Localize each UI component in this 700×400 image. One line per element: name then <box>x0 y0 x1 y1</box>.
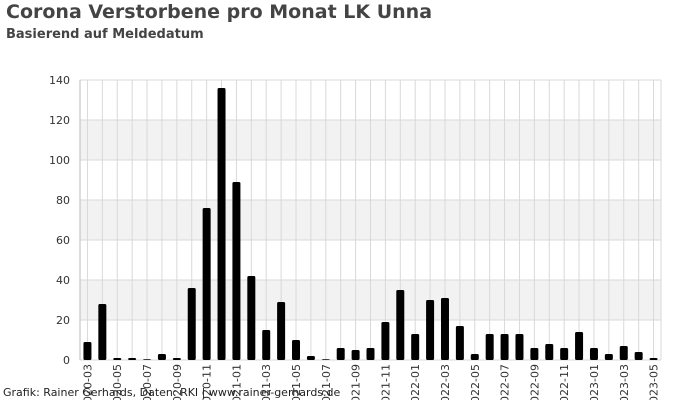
x-tick-label: 2021-09 <box>350 364 363 400</box>
bar-2021-08 <box>336 348 345 360</box>
x-tick-label: 2021-11 <box>379 364 392 400</box>
bar-2021-01 <box>232 182 241 360</box>
chart-title: Corona Verstorbene pro Monat LK Unna <box>6 1 433 23</box>
bar-2023-01 <box>589 348 598 360</box>
bar-2022-05 <box>470 354 479 360</box>
bar-2020-03 <box>83 342 92 360</box>
x-tick-label: 2022-05 <box>469 364 482 400</box>
bar-2021-07 <box>321 359 330 360</box>
source-credit: Grafik: Rainer Gerhards, Daten: RKI | ww… <box>3 386 341 399</box>
y-tick-label: 120 <box>49 114 70 127</box>
x-tick-label: 2021-05 <box>290 364 303 400</box>
x-tick-label: 2021-03 <box>260 364 273 400</box>
bar-2020-10 <box>187 288 196 360</box>
bar-2023-02 <box>604 354 613 360</box>
x-tick-label: 2022-07 <box>499 364 512 400</box>
x-tick-label: 2020-07 <box>141 364 154 400</box>
x-tick-label: 2022-11 <box>558 364 571 400</box>
bar-2020-11 <box>202 208 211 360</box>
x-tick-label: 2023-05 <box>648 364 661 400</box>
bar-2020-06 <box>128 358 137 360</box>
bar-2021-03 <box>262 330 271 360</box>
x-tick-label: 2022-01 <box>409 364 422 400</box>
x-tick-label: 2023-01 <box>588 364 601 400</box>
bar-2021-09 <box>351 350 360 360</box>
bar-2020-12 <box>217 88 226 360</box>
bar-2021-05 <box>292 340 301 360</box>
y-tick-label: 100 <box>49 154 70 167</box>
x-tick-label: 2022-03 <box>439 364 452 400</box>
x-tick-label: 2020-03 <box>81 364 94 400</box>
y-axis-ticks: 0 20 40 60 80 100 120 140 <box>49 74 70 367</box>
x-tick-label: 2020-09 <box>171 364 184 400</box>
x-axis-ticks: 2020-03 2020-05 2020-07 2020-09 2020-11 2021-… <box>81 364 660 400</box>
bar-2020-04 <box>98 304 107 360</box>
x-tick-label: 2023-03 <box>618 364 631 400</box>
bar-2023-03 <box>619 346 628 360</box>
bar-2022-03 <box>440 298 449 360</box>
bars <box>83 88 658 360</box>
bar-2021-11 <box>381 322 390 360</box>
bar-2022-02 <box>426 300 435 360</box>
y-tick-label: 80 <box>56 194 70 207</box>
bar-2022-06 <box>485 334 494 360</box>
bar-2022-08 <box>515 334 524 360</box>
bar-2022-09 <box>530 348 539 360</box>
bar-2020-05 <box>113 358 122 360</box>
x-tick-label: 2022-09 <box>528 364 541 400</box>
y-tick-label: 60 <box>56 234 70 247</box>
y-tick-label: 20 <box>56 314 70 327</box>
x-tick-label: 2020-05 <box>111 364 124 400</box>
x-tick-label: 2020-11 <box>201 364 214 400</box>
bar-2023-05 <box>649 358 658 360</box>
bar-2022-07 <box>500 334 509 360</box>
y-tick-label: 40 <box>56 274 70 287</box>
bar-2020-08 <box>157 354 166 360</box>
bar-2022-04 <box>455 326 464 360</box>
bar-2023-04 <box>634 352 643 360</box>
bar-2020-09 <box>172 358 181 360</box>
x-tick-label: 2021-07 <box>320 364 333 400</box>
bar-2021-02 <box>247 276 256 360</box>
bar-2021-12 <box>396 290 405 360</box>
bar-2021-06 <box>306 356 315 360</box>
bar-2020-07 <box>143 359 152 360</box>
y-tick-label: 140 <box>49 74 70 87</box>
bar-2022-11 <box>560 348 569 360</box>
bar-2022-10 <box>545 344 554 360</box>
bar-2022-12 <box>575 332 584 360</box>
bar-2021-10 <box>366 348 375 360</box>
bar-2021-04 <box>277 302 286 360</box>
y-tick-label: 0 <box>63 354 70 367</box>
x-tick-label: 2021-01 <box>230 364 243 400</box>
bar-2022-01 <box>411 334 420 360</box>
chart-subtitle: Basierend auf Meldedatum <box>6 27 204 42</box>
